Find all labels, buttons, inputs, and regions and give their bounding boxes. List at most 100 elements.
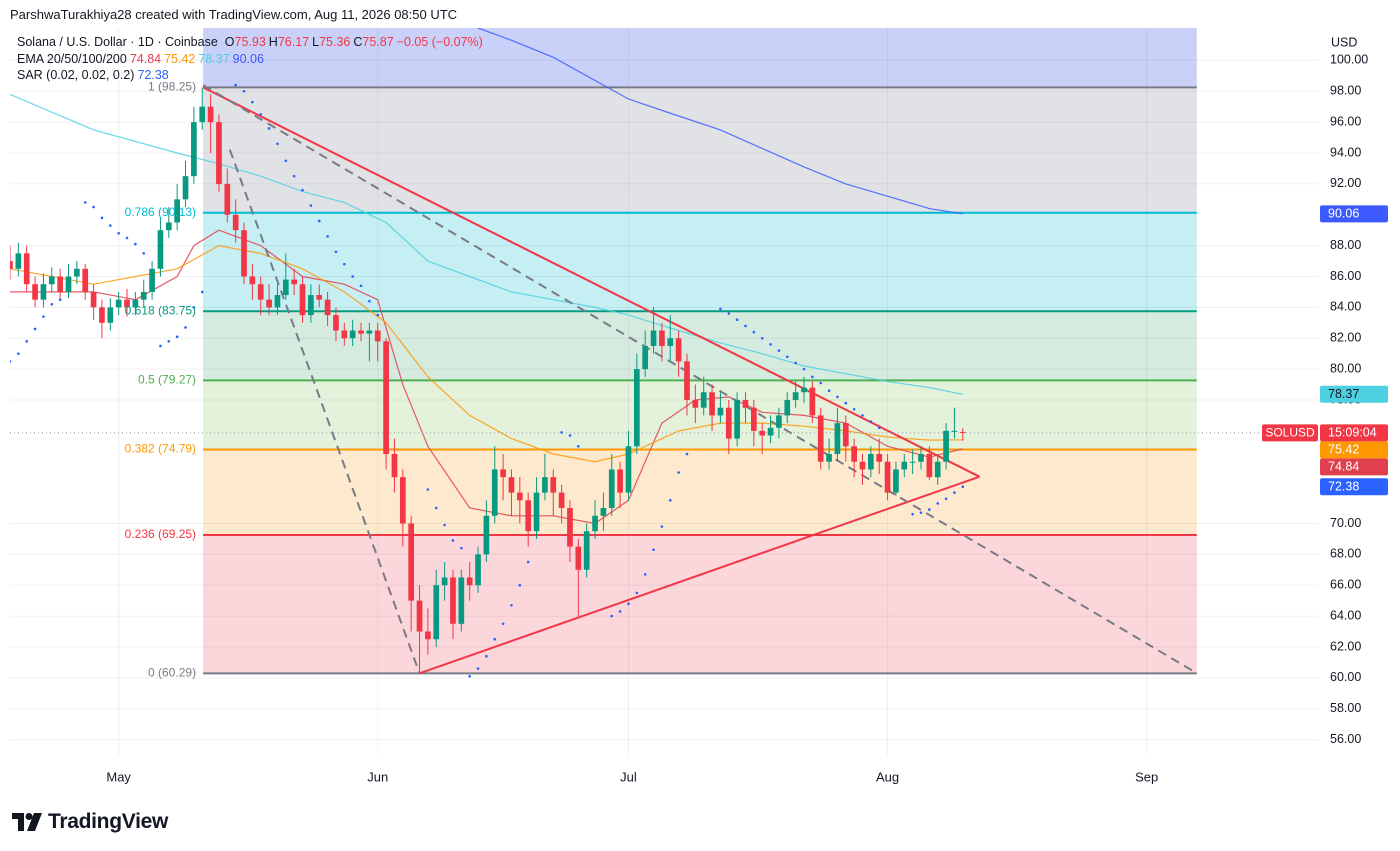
sar-dot: [368, 299, 371, 303]
sar-dot: [668, 499, 672, 502]
candle-body: [23, 253, 30, 285]
candle-body: [608, 469, 615, 509]
candle-body: [617, 469, 623, 493]
sar-dot: [376, 313, 380, 317]
sar-dot: [58, 298, 62, 301]
sar-dot: [677, 471, 680, 474]
candle-body: [751, 407, 757, 431]
price-badge-label: 74.84: [1328, 460, 1359, 474]
sar-dot: [142, 252, 146, 255]
candle-body: [851, 446, 857, 462]
sar-dot: [961, 485, 965, 489]
sar-dot: [777, 349, 781, 352]
sar-dot: [844, 401, 848, 405]
indicator-lines: [10, 28, 963, 525]
candle-body: [834, 423, 841, 455]
candle-body: [207, 106, 214, 123]
candle-body: [174, 199, 180, 223]
candle-body: [893, 469, 899, 493]
candle-body: [508, 477, 515, 493]
price-badge: [1320, 478, 1388, 496]
sar-dot: [869, 420, 873, 423]
candle-body: [583, 531, 590, 570]
trend-line: [202, 86, 980, 478]
candle-body: [792, 392, 799, 400]
sar-dot: [276, 142, 279, 146]
candle-body: [349, 330, 356, 339]
sar-dot: [334, 250, 338, 254]
fib-zone: [203, 87, 1197, 213]
sar-dot: [117, 231, 120, 235]
candle-body: [99, 307, 105, 323]
sar-dot: [175, 335, 179, 339]
candle-body: [918, 454, 924, 462]
price-badge-label: 90.06: [1328, 207, 1359, 221]
sar-dot: [167, 340, 171, 343]
candle-body: [633, 369, 640, 447]
candle-body: [149, 268, 155, 292]
y-tick-label: 88.00: [1330, 238, 1361, 252]
labels: 1 (98.25) 0.786 (90.13) 0.618 (83.75) 0.5 (…: [125, 80, 196, 680]
candle-body: [65, 276, 72, 292]
candle-body: [191, 122, 197, 177]
candle-body: [57, 276, 63, 292]
sar-dot: [92, 205, 95, 209]
sar-dot: [526, 560, 530, 564]
candle-body: [333, 315, 339, 331]
y-tick-label: 70.00: [1330, 516, 1361, 530]
legend-ema-value: 75.42: [164, 51, 196, 66]
x-tick-label: Sep: [1135, 769, 1158, 784]
y-tick-label: 56.00: [1330, 732, 1361, 746]
fib-label: 0.786 (90.13): [125, 205, 196, 219]
sar-dot: [785, 355, 789, 359]
sar-dot: [819, 381, 823, 385]
candle-body: [124, 299, 130, 308]
candle-body: [784, 399, 791, 416]
candle-body: [450, 577, 456, 624]
y-tick-label: 58.00: [1330, 701, 1361, 715]
sar-dot: [251, 100, 254, 104]
candle-body: [475, 554, 481, 586]
candle-body: [868, 454, 874, 470]
legend-ohlc-value: 75.36: [319, 35, 351, 49]
x-tick-label: Jul: [620, 769, 637, 784]
candle-body: [232, 214, 239, 231]
sar-dot: [560, 431, 563, 434]
fib-label: 0.618 (83.75): [125, 303, 196, 317]
candle-body: [533, 492, 540, 532]
candle-body: [558, 492, 565, 509]
fib-label: 0.236 (69.25): [125, 527, 196, 541]
y-tick-label: 80.00: [1330, 361, 1361, 375]
candle-body: [550, 477, 557, 493]
x-tick-label: May: [106, 769, 131, 784]
candle-body: [884, 461, 891, 493]
legend-ohlc-label: L: [312, 35, 320, 49]
candle-body: [433, 585, 440, 640]
candle-body: [416, 600, 423, 632]
sar-dot: [652, 548, 655, 552]
candle-body: [700, 392, 707, 408]
y-tick-label: 64.00: [1330, 608, 1361, 622]
legend-ohlc-label: O: [224, 35, 235, 49]
sar-dot: [769, 343, 772, 346]
sar-dot: [50, 302, 54, 306]
candle-body: [650, 330, 657, 346]
logo[interactable]: TradingView: [12, 808, 168, 836]
drawings: [10, 84, 1318, 675]
sar-dot: [317, 219, 321, 223]
legend-row: Solana / U.S. Dollar · 1D · Coinbase O75.…: [17, 34, 486, 51]
candle-body: [140, 291, 147, 300]
candle-body: [157, 230, 164, 269]
candle-body: [299, 284, 306, 316]
candle-body: [425, 631, 431, 640]
price-badge-label: 72.38: [1328, 480, 1359, 494]
trend-line: [202, 84, 1198, 675]
candle-body: [241, 230, 247, 277]
ema-line: [10, 93, 963, 395]
legend-row: EMA 20/50/100/200 74.84 75.42 78.37 90.06: [17, 51, 486, 68]
sar-dot: [292, 174, 296, 178]
sar-dot: [911, 512, 914, 516]
candle-body: [959, 431, 966, 433]
candle-body: [182, 176, 189, 200]
legend-row: SAR (0.02, 0.02, 0.2) 72.38: [17, 67, 486, 84]
